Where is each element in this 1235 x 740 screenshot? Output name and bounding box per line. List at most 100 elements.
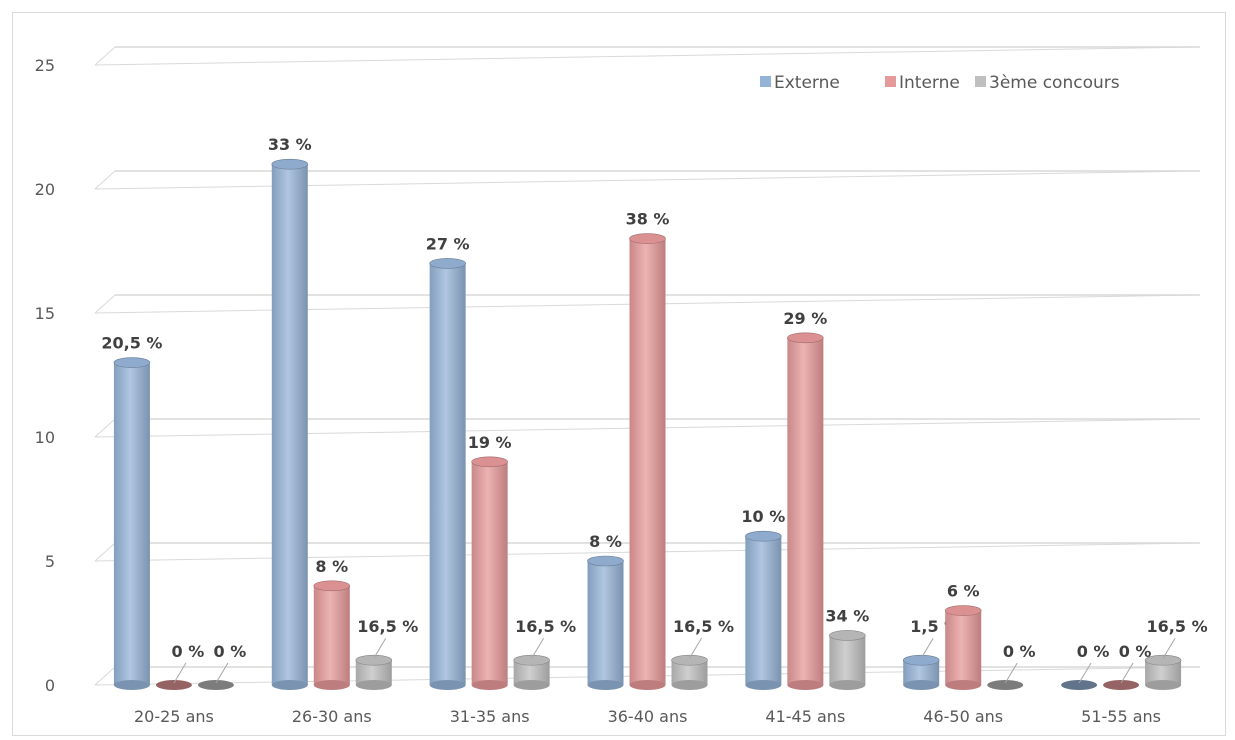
bar xyxy=(629,233,666,690)
bar-top xyxy=(671,654,708,666)
legend-swatch xyxy=(885,76,896,87)
data-label: 0 % xyxy=(172,642,205,661)
bar-base xyxy=(903,680,940,690)
bar xyxy=(471,456,508,690)
bar-body xyxy=(587,561,624,685)
x-tick-label: 36-40 ans xyxy=(608,707,688,726)
data-label: 16,5 % xyxy=(357,617,418,636)
bar-base xyxy=(829,680,866,690)
bar-base xyxy=(787,680,824,690)
bar xyxy=(271,158,309,690)
bar-base xyxy=(355,680,392,690)
legend-label: 3ème concours xyxy=(989,73,1120,93)
data-label: 19 % xyxy=(468,433,512,452)
bar-base xyxy=(587,680,624,690)
x-tick-label: 26-30 ans xyxy=(292,707,372,726)
bar xyxy=(671,654,708,690)
bar-top xyxy=(587,555,624,567)
bar xyxy=(1061,680,1098,690)
bar-top xyxy=(629,233,666,244)
bar xyxy=(902,654,940,690)
gridline-side xyxy=(94,294,116,314)
bar-top xyxy=(471,456,508,468)
data-label: 27 % xyxy=(426,234,470,253)
bar xyxy=(944,605,982,690)
data-label: 16,5 % xyxy=(1147,617,1208,636)
legend-swatch xyxy=(760,76,771,87)
data-label: 33 % xyxy=(268,135,312,154)
gridline-side xyxy=(94,666,116,686)
bar-body xyxy=(787,337,824,685)
gridline-diagonal xyxy=(94,170,1201,190)
bar-base xyxy=(271,680,308,690)
leader-line xyxy=(1120,662,1134,684)
bar-top xyxy=(1144,654,1182,666)
data-label: 34 % xyxy=(825,606,869,625)
bar-base xyxy=(671,680,708,690)
leader-line xyxy=(173,662,187,684)
bar-top xyxy=(787,332,824,344)
leader-line xyxy=(1004,662,1018,684)
bar xyxy=(113,357,151,690)
bar-body xyxy=(829,635,866,685)
data-label: 20,5 % xyxy=(101,334,162,353)
data-label: 29 % xyxy=(783,309,827,328)
bar-zero xyxy=(197,680,234,690)
gridline-side xyxy=(94,418,116,438)
bar-top xyxy=(513,654,550,666)
bar-base xyxy=(471,680,508,690)
y-tick-label: 15 xyxy=(35,304,55,323)
bar-top xyxy=(355,654,393,666)
bar-base xyxy=(945,680,982,690)
data-label: 8 % xyxy=(589,532,622,551)
bar-top xyxy=(902,654,940,666)
leader-line xyxy=(215,662,229,684)
gridline-diagonal xyxy=(94,46,1201,66)
data-label: 0 % xyxy=(1119,642,1152,661)
gridline-side xyxy=(94,46,116,66)
x-tick-label: 46-50 ans xyxy=(923,707,1003,726)
y-tick-label: 20 xyxy=(35,180,55,199)
bar-base xyxy=(429,680,466,690)
bar-base xyxy=(113,680,150,690)
x-tick-label: 41-45 ans xyxy=(765,707,845,726)
bar-top xyxy=(313,580,351,592)
bar-top xyxy=(429,258,466,269)
bar-body xyxy=(745,536,782,685)
bar xyxy=(1103,680,1140,690)
bar-body xyxy=(629,238,666,685)
data-label: 8 % xyxy=(315,557,348,576)
bar xyxy=(313,580,351,690)
bar-base xyxy=(629,680,666,690)
bar-base xyxy=(1145,680,1182,690)
bar-body xyxy=(471,461,508,685)
bar-top xyxy=(271,158,309,170)
bar xyxy=(829,630,866,690)
bar xyxy=(987,680,1024,690)
gridline-side xyxy=(94,170,116,190)
bar-zero xyxy=(155,680,192,690)
bar-base xyxy=(745,680,782,690)
bar xyxy=(429,258,466,690)
data-label: 16,5 % xyxy=(673,617,734,636)
bar xyxy=(1144,654,1182,690)
x-tick-label: 51-55 ans xyxy=(1081,707,1161,726)
bar xyxy=(513,654,550,690)
y-tick-label: 10 xyxy=(35,428,55,447)
bar-zero xyxy=(1061,680,1098,690)
bar xyxy=(787,332,824,690)
x-tick-label: 20-25 ans xyxy=(134,707,214,726)
data-label: 10 % xyxy=(741,507,785,526)
bar xyxy=(197,680,234,690)
leader-line xyxy=(920,637,934,659)
bar xyxy=(587,555,624,690)
bar-top xyxy=(113,357,151,368)
bar-base xyxy=(313,680,350,690)
y-tick-label: 5 xyxy=(45,552,55,571)
leader-line xyxy=(1078,662,1092,684)
bar-body xyxy=(113,362,150,685)
bar-top xyxy=(944,605,982,616)
data-label: 16,5 % xyxy=(515,617,576,636)
y-tick-label: 0 xyxy=(45,676,55,695)
